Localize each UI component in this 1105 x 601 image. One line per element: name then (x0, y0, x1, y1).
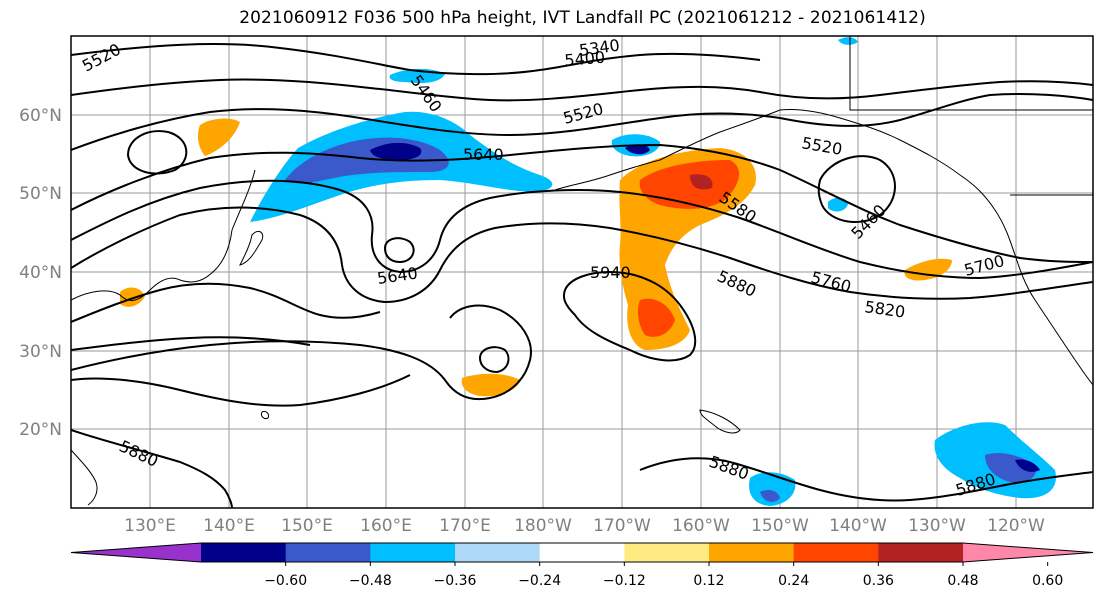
colorbar: −0.60 −0.48 −0.36 −0.24 −0.12 0.12 0.24 0.36 0.4… (70, 542, 1094, 589)
longitude-labels: 130°E 140°E 150°E 160°E 170°E 180°W 170°W 160°W… (124, 516, 1045, 536)
longitude-label: 130°W (908, 516, 966, 536)
colorbar-segment (878, 543, 964, 562)
contour-label: 5640 (463, 145, 504, 164)
contour-label: 5940 (590, 263, 631, 282)
ivt-shading (120, 37, 1056, 506)
longitude-label: 140°E (203, 516, 255, 536)
colorbar-tick-label: 0.12 (693, 573, 724, 589)
latitude-label: 50°N (19, 184, 62, 204)
colorbar-tick-label: −0.12 (603, 573, 646, 589)
colorbar-segment (201, 543, 287, 562)
colorbar-segment (455, 543, 541, 562)
colorbar-segment (709, 543, 795, 562)
figure-title: 2021060912 F036 500 hPa height, IVT Land… (239, 8, 926, 28)
latitude-label: 40°N (19, 263, 62, 283)
colorbar-segment (793, 543, 879, 562)
longitude-label: 140°W (829, 516, 887, 536)
colorbar-segment (624, 543, 710, 562)
latitude-label: 20°N (19, 420, 62, 440)
latitude-label: 30°N (19, 342, 62, 362)
longitude-label: 150°W (751, 516, 809, 536)
longitude-label: 120°W (987, 516, 1045, 536)
height-contours (71, 43, 1093, 508)
colorbar-tick-label: 0.60 (1032, 573, 1063, 589)
map-frame (70, 35, 1094, 509)
colorbar-extend-max (963, 543, 1093, 562)
colorbar-tick-label: −0.24 (518, 573, 561, 589)
latitude-label: 60°N (19, 106, 62, 126)
longitude-label: 160°W (672, 516, 730, 536)
longitude-label: 180°W (514, 516, 572, 536)
colorbar-segment (285, 543, 371, 562)
colorbar-segment (539, 543, 625, 562)
contour-label: 5340 (578, 35, 621, 59)
longitude-label: 150°E (281, 516, 333, 536)
colorbar-tick-label: 0.24 (778, 573, 809, 589)
gridlines (71, 36, 1093, 508)
longitude-label: 170°W (593, 516, 651, 536)
contour-label: 5400 (564, 48, 606, 70)
longitude-label: 170°E (439, 516, 491, 536)
colorbar-tick-label: 0.36 (863, 573, 894, 589)
gulf-of-alaska-positive-region (120, 118, 952, 397)
longitude-label: 160°E (360, 516, 412, 536)
colorbar-tick-label: −0.60 (264, 573, 307, 589)
aleutian-negative-region (250, 37, 858, 222)
colorbar-tick-label: −0.48 (349, 573, 392, 589)
colorbar-outline (70, 542, 1094, 563)
baja-negative-region (749, 422, 1056, 506)
colorbar-segment (370, 543, 456, 562)
latitude-labels: 60°N 50°N 40°N 30°N 20°N (19, 106, 62, 440)
colorbar-extend-min (71, 543, 201, 562)
colorbar-tick-label: 0.48 (947, 573, 978, 589)
longitude-label: 130°E (124, 516, 176, 536)
colorbar-tick-label: −0.36 (434, 573, 477, 589)
coastlines (71, 36, 1093, 506)
